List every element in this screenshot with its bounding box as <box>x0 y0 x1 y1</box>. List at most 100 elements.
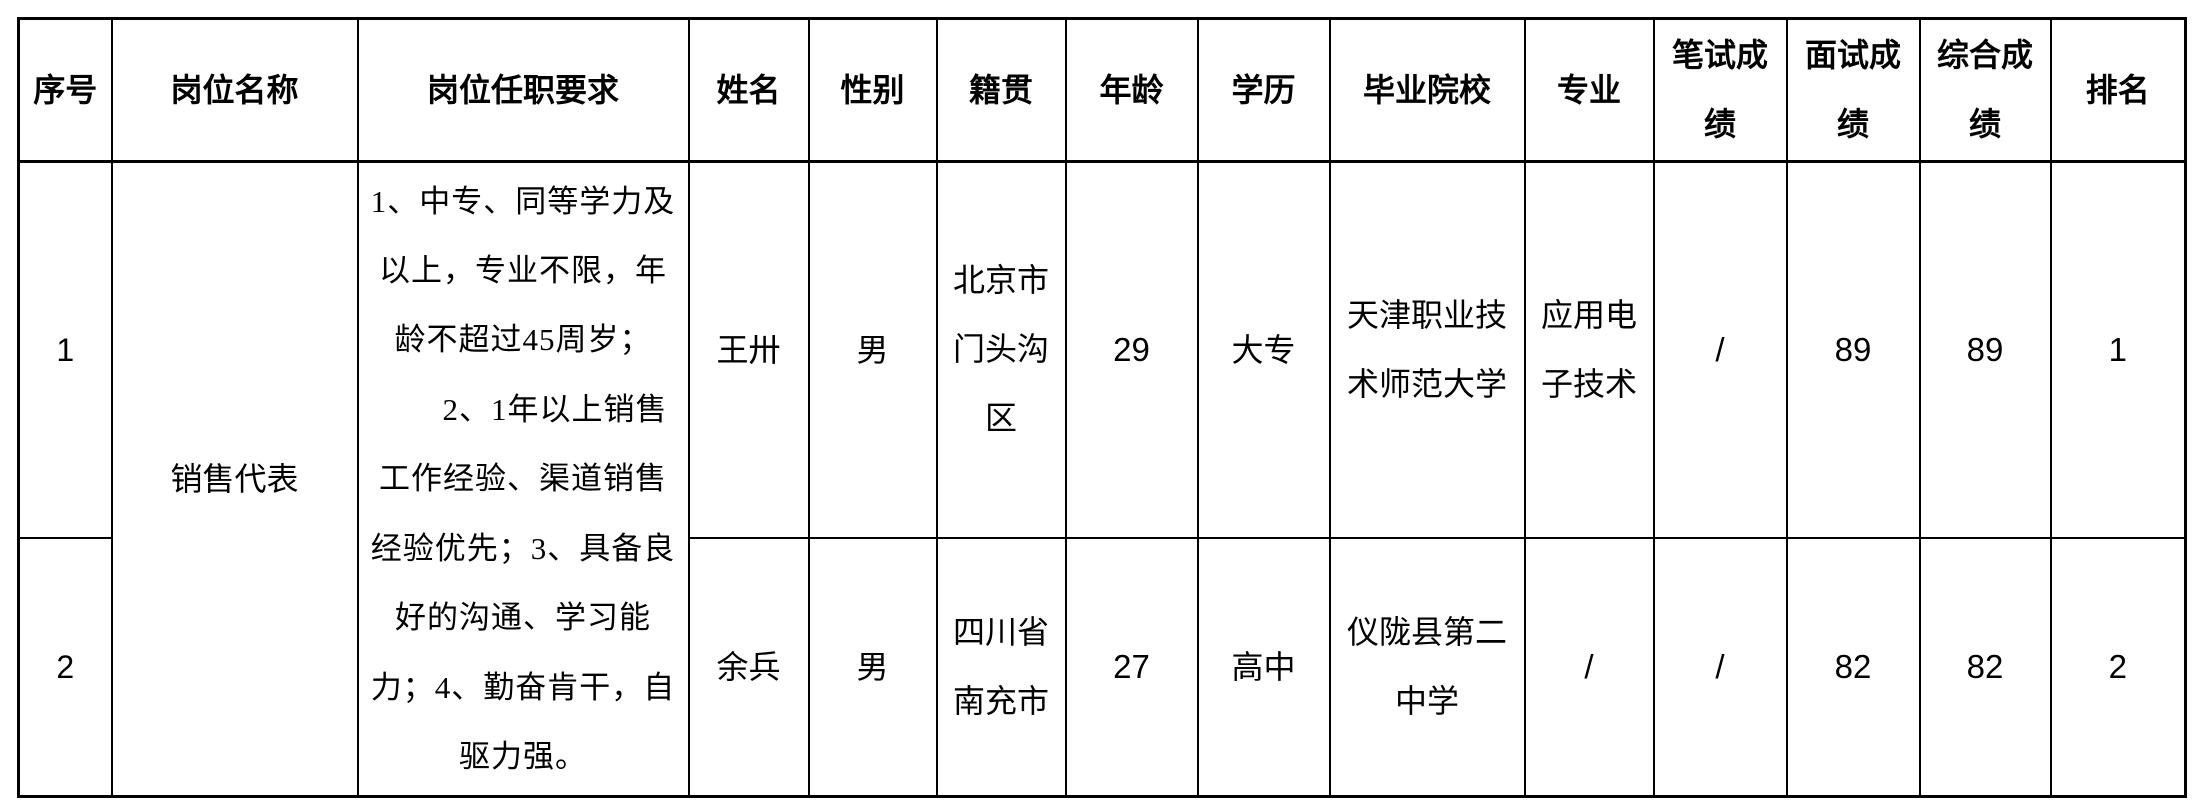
header-label: 籍贯 <box>968 71 1033 108</box>
cell-value: 89 <box>1834 330 1872 368</box>
cell-value-line: 仪陇县第二 <box>1346 613 1507 650</box>
requirement-line: 好的沟通、学习能 <box>395 600 651 636</box>
cell-school-2: 仪陇县第二 中学 <box>1328 536 1526 798</box>
cell-overall-score-2: 82 <box>1918 536 2052 798</box>
cell-rank-2: 2 <box>2049 536 2187 798</box>
cell-gender-2: 男 <box>807 536 938 798</box>
header-label: 岗位任职要求 <box>426 71 619 108</box>
header-label-line: 绩 <box>1703 106 1736 142</box>
header-label: 年龄 <box>1099 71 1164 108</box>
recruitment-results-table: 序号 岗位名称 岗位任职要求 姓名 性别 籍贯 年龄 学历 毕业院校 专业 笔试… <box>17 17 2187 798</box>
cell-value: 2 <box>56 648 75 685</box>
header-name: 姓名 <box>687 17 810 163</box>
cell-major-1: 应用电 子技术 <box>1523 160 1655 539</box>
header-rank: 排名 <box>2049 17 2187 163</box>
cell-native-place-2: 四川省 南充市 <box>935 536 1067 798</box>
cell-seq-1: 1 <box>17 160 113 539</box>
cell-rank-1: 1 <box>2049 160 2187 539</box>
requirement-line: 力；4、勤奋肯干，自 <box>370 669 676 705</box>
cell-written-score-1: / <box>1652 160 1788 539</box>
cell-requirements-merged: 1、中专、同等学力及 以上，专业不限，年 龄不超过45周岁； 2、1年以上销售 … <box>356 160 690 798</box>
requirement-line: 驱力强。 <box>459 738 587 774</box>
cell-overall-score-1: 89 <box>1918 160 2052 539</box>
header-label: 毕业院校 <box>1362 71 1491 108</box>
header-education: 学历 <box>1196 17 1331 163</box>
header-label: 专业 <box>1556 71 1621 108</box>
cell-value-line: 北京市 <box>952 262 1049 299</box>
cell-name-2: 余兵 <box>687 536 810 798</box>
cell-value: / <box>1715 647 1725 685</box>
cell-value-line: 应用电 <box>1540 296 1637 333</box>
header-label-line: 绩 <box>1968 106 2001 142</box>
header-requirements: 岗位任职要求 <box>356 17 690 163</box>
cell-value: 1 <box>2108 330 2127 368</box>
header-label: 姓名 <box>716 71 781 108</box>
requirement-line: 以上，专业不限，年 <box>379 253 667 289</box>
requirement-line: 2、1年以上销售 <box>378 391 668 427</box>
cell-major-2: / <box>1523 536 1655 798</box>
cell-interview-score-1: 89 <box>1785 160 1921 539</box>
cell-value: 1 <box>56 331 75 368</box>
cell-school-1: 天津职业技 术师范大学 <box>1328 160 1526 539</box>
cell-value: 27 <box>1113 647 1150 685</box>
table-row-1: 1 销售代表 1、中专、同等学力及 以上，专业不限，年 龄不超过45周岁； 2、… <box>17 160 2187 798</box>
header-label: 序号 <box>33 71 98 108</box>
header-overall-score: 综合成 绩 <box>1918 17 2052 163</box>
cell-value-line: 中学 <box>1394 682 1459 719</box>
cell-written-score-2: / <box>1652 536 1788 798</box>
cell-value: 82 <box>1834 647 1872 685</box>
header-seq: 序号 <box>17 17 113 163</box>
cell-value-line: 四川省 <box>952 613 1049 650</box>
cell-value: / <box>1584 647 1594 685</box>
cell-value: 82 <box>1966 647 2004 685</box>
header-age: 年龄 <box>1064 17 1199 163</box>
header-label-line: 面试成 <box>1804 37 1901 73</box>
cell-gender-1: 男 <box>807 160 938 539</box>
cell-value: 大专 <box>1231 331 1296 368</box>
header-written-score: 笔试成 绩 <box>1652 17 1788 163</box>
table-row-2: 2 余兵 男 四川省 南充市 27 高中 仪陇县第二 中学 / / 82 82 … <box>17 536 2187 798</box>
cell-value-line: 术师范大学 <box>1346 365 1507 402</box>
header-label: 岗位名称 <box>170 71 299 108</box>
header-label: 排名 <box>2085 71 2150 108</box>
header-label: 性别 <box>840 71 905 108</box>
cell-value-line: 天津职业技 <box>1346 296 1507 333</box>
cell-value: 29 <box>1113 330 1150 368</box>
cell-name-1: 王卅 <box>687 160 810 539</box>
cell-value: 王卅 <box>716 331 781 368</box>
requirement-line: 经验优先；3、具备良 <box>370 530 676 566</box>
cell-value-line: 子技术 <box>1540 365 1637 402</box>
cell-seq-2: 2 <box>17 536 113 798</box>
cell-age-2: 27 <box>1064 536 1199 798</box>
cell-value-line: 区 <box>984 400 1017 437</box>
table-header-row: 序号 岗位名称 岗位任职要求 姓名 性别 籍贯 年龄 学历 毕业院校 专业 笔试… <box>17 17 2187 163</box>
cell-education-2: 高中 <box>1196 536 1331 798</box>
header-label: 学历 <box>1231 71 1296 108</box>
cell-value: 2 <box>2108 647 2127 685</box>
header-school: 毕业院校 <box>1328 17 1526 163</box>
header-major: 专业 <box>1523 17 1655 163</box>
document-page: 序号 岗位名称 岗位任职要求 姓名 性别 籍贯 年龄 学历 毕业院校 专业 笔试… <box>0 17 2194 809</box>
header-interview-score: 面试成 绩 <box>1785 17 1921 163</box>
cell-value-line: 门头沟 <box>952 331 1049 368</box>
header-gender: 性别 <box>807 17 938 163</box>
cell-age-1: 29 <box>1064 160 1199 539</box>
cell-value-line: 南充市 <box>952 682 1049 719</box>
cell-value: 89 <box>1966 330 2004 368</box>
requirement-line: 工作经验、渠道销售 <box>379 461 667 497</box>
header-label-line: 绩 <box>1836 106 1869 142</box>
header-label-line: 笔试成 <box>1671 37 1768 73</box>
cell-value: 男 <box>856 331 889 368</box>
cell-position-name-merged: 销售代表 <box>110 160 359 798</box>
cell-value: 高中 <box>1231 648 1296 685</box>
cell-interview-score-2: 82 <box>1785 536 1921 798</box>
requirement-line: 1、中专、同等学力及 <box>370 183 676 219</box>
header-native-place: 籍贯 <box>935 17 1067 163</box>
requirement-line: 龄不超过45周岁； <box>394 322 652 358</box>
header-position-name: 岗位名称 <box>110 17 359 163</box>
header-label-line: 综合成 <box>1936 37 2033 73</box>
cell-value: / <box>1715 330 1725 368</box>
cell-native-place-1: 北京市 门头沟 区 <box>935 160 1067 539</box>
cell-value: 余兵 <box>716 648 781 685</box>
cell-value: 销售代表 <box>170 460 299 497</box>
